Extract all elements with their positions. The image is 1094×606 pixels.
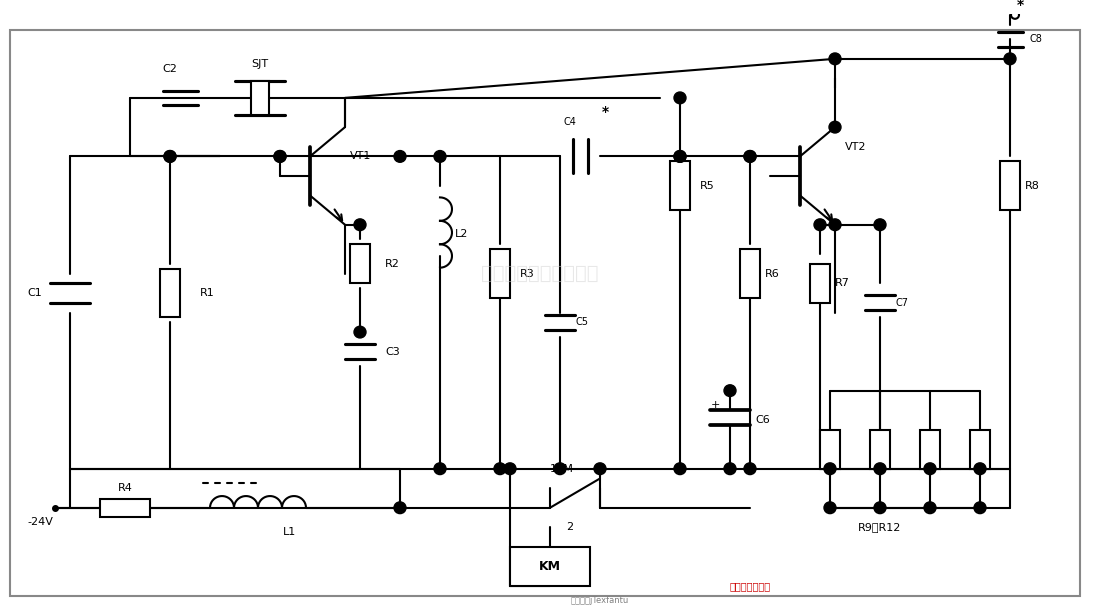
- Text: VT1: VT1: [350, 152, 371, 161]
- Bar: [251, 81, 269, 115]
- FancyBboxPatch shape: [920, 430, 940, 468]
- Circle shape: [974, 502, 986, 514]
- Circle shape: [274, 150, 286, 162]
- Circle shape: [164, 150, 176, 162]
- Circle shape: [829, 53, 841, 65]
- Text: R5: R5: [700, 181, 714, 191]
- Circle shape: [744, 150, 756, 162]
- Text: 杭州将宸科技有限公司: 杭州将宸科技有限公司: [481, 264, 598, 283]
- Text: C1: C1: [27, 288, 43, 298]
- Text: C7: C7: [895, 298, 908, 308]
- Text: R3: R3: [520, 268, 535, 279]
- Circle shape: [504, 463, 516, 474]
- Text: R6: R6: [765, 268, 780, 279]
- Bar: [510, 547, 590, 586]
- Text: C8: C8: [1029, 35, 1043, 44]
- Text: 维库电子市场网: 维库电子市场网: [730, 581, 770, 591]
- Circle shape: [674, 463, 686, 474]
- Text: R9～R12: R9～R12: [859, 522, 901, 532]
- Circle shape: [874, 502, 886, 514]
- Circle shape: [744, 463, 756, 474]
- FancyBboxPatch shape: [490, 249, 510, 298]
- FancyBboxPatch shape: [100, 499, 150, 516]
- Circle shape: [1004, 53, 1016, 65]
- Text: *: *: [602, 105, 608, 119]
- Circle shape: [354, 219, 366, 231]
- Circle shape: [354, 326, 366, 338]
- FancyBboxPatch shape: [820, 430, 840, 468]
- Text: 2: 2: [567, 522, 573, 532]
- Text: 专业电子jTexfantu: 专业电子jTexfantu: [571, 596, 629, 605]
- Text: KM: KM: [539, 560, 561, 573]
- Text: VT2: VT2: [845, 142, 866, 152]
- Text: L1: L1: [283, 527, 296, 537]
- Circle shape: [674, 150, 686, 162]
- Text: +: +: [710, 401, 720, 410]
- Circle shape: [594, 463, 606, 474]
- Circle shape: [829, 219, 841, 231]
- FancyBboxPatch shape: [670, 161, 690, 210]
- Circle shape: [164, 150, 176, 162]
- Circle shape: [924, 463, 936, 474]
- Circle shape: [434, 463, 446, 474]
- Circle shape: [724, 385, 736, 396]
- Text: R8: R8: [1025, 181, 1040, 191]
- Circle shape: [744, 150, 756, 162]
- Circle shape: [494, 463, 507, 474]
- FancyBboxPatch shape: [870, 430, 891, 468]
- FancyBboxPatch shape: [160, 268, 181, 318]
- Circle shape: [829, 121, 841, 133]
- Circle shape: [674, 92, 686, 104]
- FancyBboxPatch shape: [1000, 161, 1020, 210]
- Circle shape: [814, 219, 826, 231]
- Text: C2: C2: [163, 64, 177, 73]
- Text: C5: C5: [575, 318, 587, 327]
- Text: L2: L2: [455, 230, 468, 239]
- Text: C3: C3: [385, 347, 399, 356]
- Text: 1KM: 1KM: [550, 464, 574, 474]
- Text: R7: R7: [835, 278, 850, 288]
- FancyBboxPatch shape: [350, 244, 370, 283]
- Circle shape: [394, 150, 406, 162]
- Circle shape: [824, 463, 836, 474]
- Circle shape: [824, 502, 836, 514]
- Circle shape: [554, 463, 566, 474]
- Text: SJT: SJT: [252, 59, 268, 68]
- Circle shape: [924, 502, 936, 514]
- Circle shape: [724, 463, 736, 474]
- Circle shape: [874, 219, 886, 231]
- Circle shape: [1011, 11, 1019, 19]
- FancyBboxPatch shape: [810, 264, 830, 303]
- Text: -24V: -24V: [27, 518, 53, 527]
- Circle shape: [434, 150, 446, 162]
- FancyBboxPatch shape: [970, 430, 990, 468]
- Text: C4: C4: [563, 117, 577, 127]
- FancyBboxPatch shape: [740, 249, 760, 298]
- Text: R2: R2: [385, 259, 400, 269]
- Circle shape: [974, 463, 986, 474]
- Circle shape: [874, 463, 886, 474]
- Circle shape: [394, 502, 406, 514]
- Circle shape: [274, 150, 286, 162]
- Text: R4: R4: [117, 483, 132, 493]
- Text: *: *: [1016, 0, 1024, 12]
- Text: C6: C6: [755, 415, 770, 425]
- Circle shape: [674, 150, 686, 162]
- Text: R1: R1: [200, 288, 214, 298]
